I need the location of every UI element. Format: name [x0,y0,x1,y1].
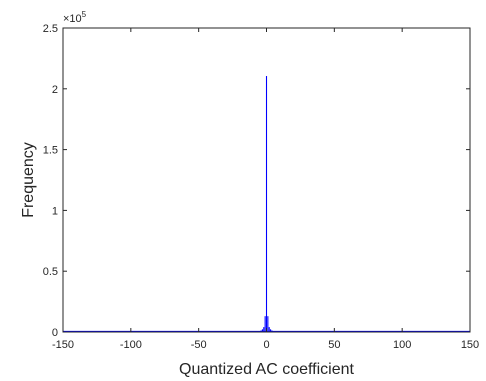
histogram-bar [270,329,272,332]
x-tick-label: 0 [263,339,269,351]
y-axis-label: Frequency [20,142,37,218]
y-tick-label: 2.5 [43,23,58,35]
x-axis-ticks: -150 -100 -50 0 50 100 150 [52,28,479,351]
x-tick-label: -150 [52,339,74,351]
y-axis-exponent: ×105 [63,10,87,25]
y-axis-ticks: 0 0.5 1 1.5 2 2.5 [43,23,470,339]
histogram-bar [267,316,269,332]
y-tick-label: 1 [52,205,58,217]
x-tick-label: -50 [191,339,207,351]
x-tick-label: 100 [393,339,411,351]
histogram-bar [264,316,266,332]
y-tick-label: 2 [52,84,58,96]
y-tick-label: 1.5 [43,145,58,157]
y-tick-label: 0 [52,327,58,339]
y-axis-exponent-base: ×10 [63,13,82,25]
y-axis-exponent-power: 5 [82,10,87,19]
x-tick-label: -100 [120,339,142,351]
histogram-bar [261,329,263,332]
x-tick-label: 50 [328,339,340,351]
histogram-bar [268,327,270,332]
histogram-bar [265,76,268,332]
x-tick-label: 150 [461,339,479,351]
y-tick-label: 0.5 [43,266,58,278]
histogram-bar [263,327,265,332]
x-axis-label: Quantized AC coefficient [179,361,354,378]
